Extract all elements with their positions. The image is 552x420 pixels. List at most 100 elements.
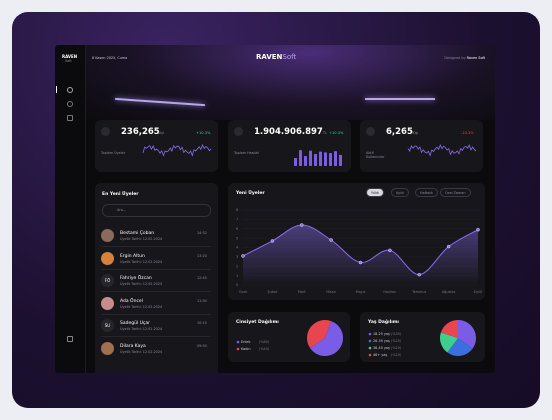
x-tick-label: Mart <box>298 290 306 294</box>
member-time: 10:15 <box>197 321 207 325</box>
stat-card <box>95 120 218 172</box>
x-tick-label: Mayıs <box>356 290 366 294</box>
member-time: 11:30 <box>197 298 207 303</box>
nav-icon[interactable] <box>67 87 73 93</box>
search-placeholder: Ara... <box>117 208 127 212</box>
spark-bar <box>309 150 312 166</box>
members-title: En Yeni Üyeler <box>102 192 139 197</box>
stat-icon <box>101 127 110 136</box>
tab[interactable]: Özel Zaman <box>440 188 471 197</box>
member-date: Üyelik Tarihi: 12.02.2024 <box>120 304 163 309</box>
member-name: Ada Öncel <box>120 298 143 304</box>
members-card <box>95 183 218 373</box>
member-time: 13:20 <box>197 253 207 258</box>
spark-bar <box>299 150 302 166</box>
x-tick-label: Ocak <box>239 290 248 294</box>
member-name: Ergin Altun <box>120 253 145 259</box>
avatar <box>101 229 114 242</box>
x-tick-label: Eylül <box>474 290 482 294</box>
y-tick-label: 8 <box>236 208 238 212</box>
legend-value: (%40) <box>259 347 270 351</box>
sidebar-line <box>85 45 86 373</box>
x-tick-label: Ağustos <box>442 290 456 294</box>
tab[interactable]: Haftalık <box>415 188 439 197</box>
legend-label: Erkek <box>241 340 250 344</box>
y-tick-label: 2 <box>236 264 238 268</box>
pie-slice <box>439 332 458 353</box>
stat-label: Toplam Hasılat <box>234 151 259 155</box>
member-date: Üyelik Tarihi: 12.02.2024 <box>120 259 163 264</box>
avatar <box>101 251 114 265</box>
tab[interactable]: Yıllık <box>366 188 384 197</box>
date: 8 Kasım 2025, Cuma <box>92 56 128 60</box>
x-tick-label: Şubat <box>267 290 278 294</box>
point <box>300 223 304 227</box>
avatar <box>101 296 114 310</box>
x-tick-label: Temmuz <box>411 290 426 294</box>
y-tick-label: 4 <box>236 246 238 250</box>
pie-slice <box>447 338 473 357</box>
divider <box>101 336 211 337</box>
brand-sub: Soft <box>282 53 297 61</box>
credit-text: Designed by <box>444 56 466 60</box>
x-tick-label: Haziran <box>383 290 396 294</box>
y-tick-label: 6 <box>236 227 238 231</box>
stat-change: +10.3% <box>329 131 344 135</box>
member-time: 12:45 <box>197 276 207 280</box>
point <box>388 248 392 253</box>
spark-bar <box>304 155 307 166</box>
y-tick-label: 7 <box>236 218 238 222</box>
nav-icon[interactable] <box>67 115 73 121</box>
line-area <box>243 224 478 285</box>
legend-dot <box>368 339 372 343</box>
y-tick-label: 5 <box>236 236 238 240</box>
legend-label: 26-35 yaş <box>373 339 390 343</box>
brand-name: RAVEN <box>256 53 283 61</box>
spark-bar <box>294 158 297 166</box>
tab[interactable]: Aylık <box>391 188 409 197</box>
pie-slice <box>440 319 458 338</box>
stat-value: 6,265 <box>386 127 413 137</box>
credit: Designed by Raven Soft <box>444 56 485 60</box>
logout-icon[interactable] <box>67 336 73 342</box>
point <box>417 272 421 277</box>
nav-icon[interactable] <box>67 101 73 107</box>
spark-bar <box>324 152 327 166</box>
member-time: 09:50 <box>197 343 207 348</box>
point <box>358 260 363 265</box>
spark-bar <box>334 151 337 166</box>
point <box>329 238 333 242</box>
x-tick-label: Nisan <box>326 290 335 294</box>
legend-dot <box>368 346 372 350</box>
stat-card <box>360 120 483 172</box>
stat-unit: TL <box>322 131 327 135</box>
legend-dot <box>368 332 372 336</box>
point <box>270 239 275 243</box>
pie-title: Yaş Dağılımı <box>368 320 399 325</box>
stat-unit: Kişi <box>412 131 419 135</box>
stat-change: -10.3% <box>461 131 474 135</box>
legend-dot <box>236 347 240 351</box>
stat-value: 236,265 <box>121 127 160 137</box>
pie-slice <box>310 321 343 356</box>
avatar: SU <box>101 319 114 332</box>
logo-sub: Soft <box>65 59 72 63</box>
point <box>476 227 480 232</box>
stat-label: Toplam Üyeler <box>101 151 126 155</box>
credit-brand: Raven Soft <box>466 56 485 60</box>
spark-bar <box>339 154 342 166</box>
y-tick-label: 3 <box>236 255 238 259</box>
point <box>446 244 451 249</box>
member-name: Sadegül Uçar <box>120 321 151 326</box>
legend-dot <box>236 340 240 344</box>
member-time: 14:32 <box>197 231 207 235</box>
y-tick-label: 1 <box>236 274 238 278</box>
legend-dot <box>368 353 372 357</box>
stat-icon <box>366 127 375 136</box>
divider <box>101 291 211 292</box>
legend-value: (%25) <box>391 339 402 343</box>
pie-title: Cinsiyet Dağılımı <box>236 320 279 325</box>
legend-value: (%60) <box>259 340 270 344</box>
pie-slice <box>307 320 332 349</box>
